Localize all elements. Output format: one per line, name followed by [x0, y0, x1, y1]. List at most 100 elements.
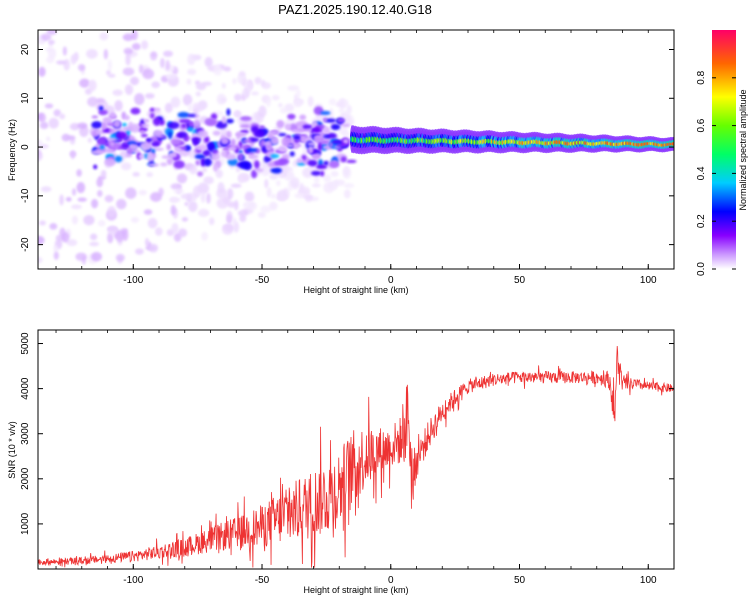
heatmap-cell [276, 120, 285, 129]
x-tick-label: 50 [514, 575, 526, 586]
colorbar-gradient [712, 30, 736, 269]
y-tick-label: 5000 [20, 332, 31, 355]
heatmap-cell [46, 56, 55, 64]
heatmap-cell [139, 129, 145, 134]
heatmap-cell [46, 30, 57, 35]
heatmap-cell [159, 57, 165, 69]
spectrogram-y-ticks: -20 -10 0 10 20 [20, 44, 674, 252]
heatmap-cell [99, 144, 105, 150]
heatmap-cell [96, 189, 103, 198]
heatmap-cell [239, 116, 252, 121]
heatmap-cell [119, 150, 129, 159]
heatmap-cell [149, 107, 155, 112]
heatmap-cell [195, 91, 201, 97]
heatmap-cell [276, 180, 281, 187]
heatmap-cell [188, 121, 195, 127]
heatmap-cell [322, 126, 331, 135]
heatmap-cell [315, 113, 326, 121]
heatmap-cell [254, 76, 262, 85]
heatmap-cell [65, 196, 72, 202]
heatmap-cell [242, 139, 252, 143]
heatmap-cell [97, 220, 106, 227]
heatmap-cell [124, 84, 134, 96]
heatmap-cell [342, 131, 351, 137]
heatmap-cell [173, 188, 184, 195]
heatmap-cell [213, 164, 219, 172]
heatmap-cell [170, 204, 176, 216]
heatmap-cell [278, 103, 283, 108]
heatmap-cell [266, 187, 272, 198]
heatmap-cell [336, 143, 347, 147]
heatmap-cell [250, 91, 259, 96]
heatmap-cell [102, 116, 113, 124]
heatmap-cell [193, 119, 201, 129]
heatmap-cell [216, 188, 228, 199]
heatmap-cell [38, 150, 43, 162]
heatmap-cell [143, 209, 153, 215]
heatmap-cell [70, 150, 75, 160]
heatmap-cell [174, 146, 182, 153]
heatmap-cell [39, 121, 49, 130]
heatmap-cell [146, 172, 154, 178]
heatmap-cell [91, 115, 99, 119]
heatmap-cell [61, 133, 71, 142]
heatmap-cell [113, 119, 121, 128]
heatmap-cell [48, 117, 59, 129]
heatmap-cell [317, 142, 323, 152]
heatmap-cell [328, 160, 340, 169]
heatmap-cell [61, 232, 70, 243]
heatmap-cell [233, 110, 242, 118]
spectrogram-frame [37, 29, 675, 270]
heatmap-cell [293, 99, 302, 108]
heatmap-cell [203, 136, 210, 143]
heatmap-cell [151, 81, 160, 89]
heatmap-cell [48, 39, 55, 45]
heatmap-cell [311, 170, 322, 176]
heatmap-cell [86, 48, 98, 59]
y-tick-label: 10 [20, 92, 31, 104]
heatmap-cell [38, 139, 43, 145]
heatmap-cell [99, 32, 109, 41]
heatmap-cell [123, 47, 134, 55]
heatmap-cell [152, 117, 161, 126]
heatmap-cell [76, 169, 82, 177]
heatmap-cell [127, 147, 133, 155]
heatmap-cell [232, 217, 237, 226]
colorbar-tick-label: 0.8 [696, 70, 707, 84]
heatmap-cell [212, 130, 221, 136]
heatmap-cell [187, 68, 197, 76]
heatmap-cell [222, 223, 234, 235]
x-tick-label: 0 [388, 575, 394, 586]
heatmap-cell [105, 137, 117, 142]
heatmap-cell [346, 159, 357, 164]
heatmap-cell [125, 53, 131, 66]
x-tick-label: -100 [123, 275, 143, 286]
heatmap-cell [338, 108, 345, 113]
heatmap-cell [107, 59, 113, 71]
heatmap-cell [330, 171, 339, 177]
heatmap-cell [168, 152, 175, 159]
heatmap-cell [195, 159, 201, 166]
heatmap-cell [170, 96, 181, 108]
heatmap-cell [87, 137, 93, 143]
heatmap-cell [308, 166, 317, 171]
heatmap-cell [250, 126, 259, 134]
heatmap-cell [147, 217, 158, 229]
heatmap-cell [296, 124, 305, 130]
heatmap-cell [341, 123, 351, 128]
heatmap-cell [215, 169, 223, 179]
heatmap-cell [192, 185, 202, 198]
heatmap-cell [237, 176, 244, 184]
heatmap-cell [181, 217, 189, 222]
heatmap-cell [76, 182, 86, 194]
heatmap-cell [231, 138, 236, 147]
heatmap-cell [278, 132, 287, 137]
heatmap-cell [259, 139, 266, 148]
heatmap-cell [220, 150, 227, 158]
heatmap-cell [239, 124, 251, 129]
heatmap-cell [121, 229, 129, 241]
heatmap-cell [187, 126, 194, 132]
heatmap-cell [343, 189, 351, 199]
heatmap-cell [332, 184, 338, 190]
